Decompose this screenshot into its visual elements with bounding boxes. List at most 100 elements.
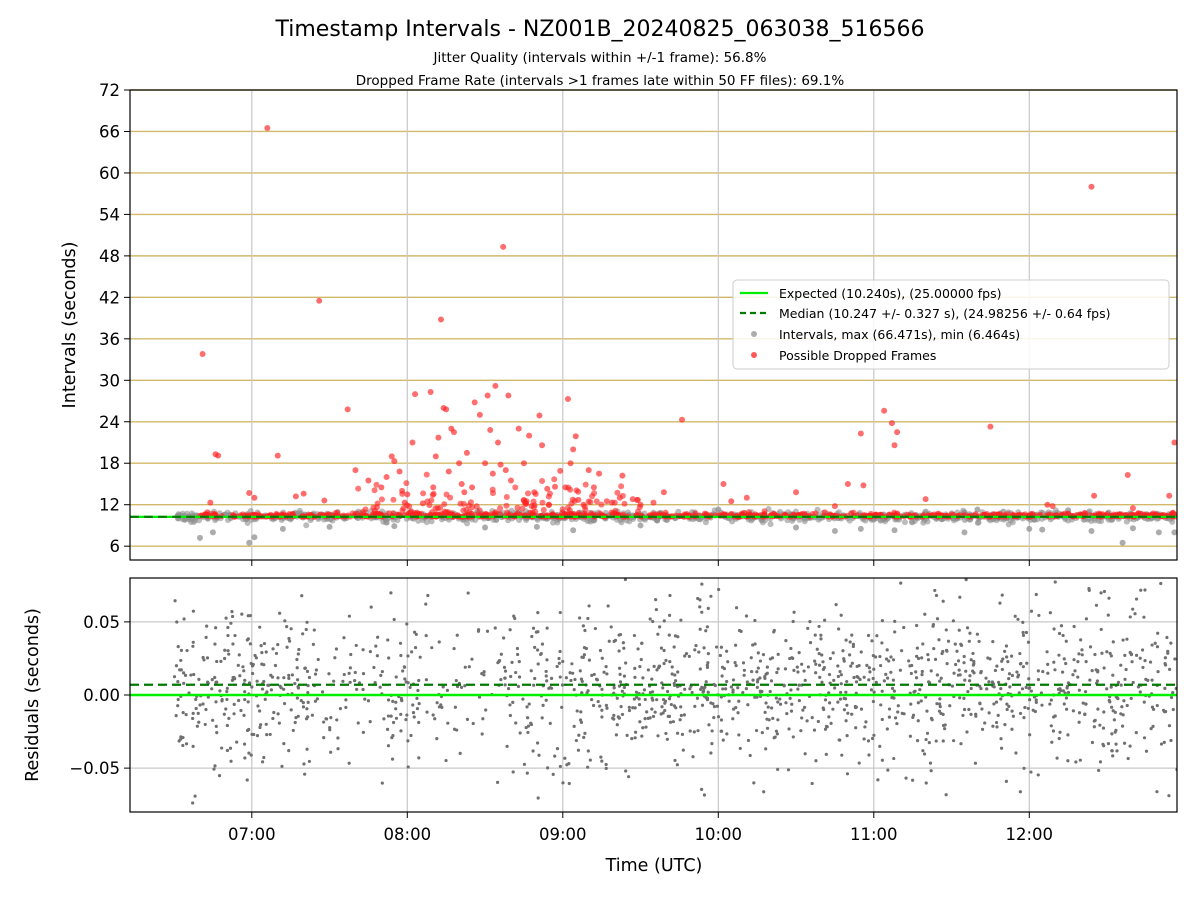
residual-point xyxy=(1142,700,1146,704)
residual-point xyxy=(246,637,250,641)
y-tick-label: 0.05 xyxy=(83,613,120,632)
interval-point xyxy=(391,523,398,530)
residual-point xyxy=(1099,591,1103,595)
residual-point xyxy=(382,717,386,721)
residual-point xyxy=(890,686,895,690)
residual-point xyxy=(406,765,410,769)
dropped-frame-point xyxy=(596,470,603,477)
dropped-frame-point xyxy=(728,498,735,505)
residual-point xyxy=(951,619,956,623)
interval-point xyxy=(383,519,390,526)
interval-point xyxy=(793,524,800,531)
residual-point xyxy=(634,690,639,694)
dropped-frame-point xyxy=(502,467,509,474)
residual-point xyxy=(295,657,299,662)
residual-point xyxy=(242,742,247,746)
residual-point xyxy=(1088,678,1092,682)
residual-point xyxy=(459,685,464,689)
dropped-frame-point xyxy=(469,504,476,511)
residual-point xyxy=(545,679,549,683)
residual-point xyxy=(720,665,725,669)
residual-point xyxy=(1005,702,1009,706)
residual-point xyxy=(458,751,462,755)
residual-point xyxy=(635,695,639,699)
residuals-plot-frame xyxy=(129,577,1178,813)
residual-point xyxy=(1072,658,1076,662)
residual-point xyxy=(203,722,207,727)
residual-point xyxy=(752,781,756,785)
residual-point xyxy=(481,717,485,721)
interval-point xyxy=(857,525,864,532)
residual-point xyxy=(643,697,647,702)
residual-point xyxy=(1163,656,1168,660)
residual-point xyxy=(833,686,837,690)
residual-point xyxy=(595,678,600,682)
dropped-frame-point xyxy=(476,507,483,514)
dropped-frame-point xyxy=(445,509,452,516)
residual-point xyxy=(1129,696,1133,701)
residual-point xyxy=(306,700,310,704)
residual-point xyxy=(267,683,271,687)
dropped-frame-point xyxy=(419,500,426,507)
residual-point xyxy=(622,685,627,690)
residual-point xyxy=(1021,633,1026,637)
residual-point xyxy=(1066,759,1070,763)
residual-point xyxy=(712,704,717,709)
residual-point xyxy=(656,734,660,738)
residual-point xyxy=(214,724,218,728)
dropped-frame-point xyxy=(590,484,597,491)
residual-point xyxy=(226,633,230,638)
residual-point xyxy=(886,768,890,772)
residual-point xyxy=(521,697,525,701)
residual-point xyxy=(386,744,391,748)
residual-point xyxy=(643,717,647,721)
y-tick-label: −0.05 xyxy=(69,759,120,778)
residual-point xyxy=(1120,705,1124,709)
residual-point xyxy=(1106,613,1110,617)
residual-point xyxy=(386,638,390,642)
dropped-frame-point xyxy=(492,382,499,389)
interval-point xyxy=(1129,525,1136,532)
residual-point xyxy=(206,695,210,699)
residual-point xyxy=(583,731,587,735)
dropped-frame-point xyxy=(582,481,589,488)
residual-point xyxy=(887,707,892,711)
residual-point xyxy=(1105,687,1109,691)
residual-point xyxy=(1064,707,1069,711)
residual-point xyxy=(606,604,610,608)
residual-point xyxy=(551,772,555,776)
residual-point xyxy=(998,601,1002,605)
residual-point xyxy=(612,713,616,717)
residual-point xyxy=(783,667,788,671)
residual-point xyxy=(600,656,604,660)
residual-point xyxy=(222,656,227,661)
residual-point xyxy=(229,759,233,763)
residual-point xyxy=(845,703,849,707)
residual-point xyxy=(705,625,709,629)
residual-point xyxy=(764,672,768,676)
residual-point xyxy=(734,663,738,668)
residual-point xyxy=(260,662,264,666)
residual-point xyxy=(348,666,352,670)
residual-point xyxy=(1046,671,1050,675)
residual-point xyxy=(955,649,959,653)
residual-point xyxy=(734,606,739,610)
residual-point xyxy=(1020,687,1025,691)
residual-point xyxy=(540,716,544,720)
residual-point xyxy=(891,678,895,682)
residual-point xyxy=(417,756,421,760)
residual-point xyxy=(935,702,939,706)
interval-point xyxy=(831,527,838,534)
residual-point xyxy=(477,695,482,699)
dropped-frame-point xyxy=(1171,439,1177,446)
residual-point xyxy=(287,676,291,680)
residual-point xyxy=(879,663,883,668)
residual-point xyxy=(813,659,817,663)
residual-point xyxy=(839,690,843,695)
dropped-frame-point xyxy=(445,468,452,475)
residual-point xyxy=(915,654,919,658)
residual-point xyxy=(650,677,654,681)
residual-point xyxy=(971,651,975,656)
dropped-frame-point xyxy=(388,453,395,460)
residual-point xyxy=(721,687,725,691)
